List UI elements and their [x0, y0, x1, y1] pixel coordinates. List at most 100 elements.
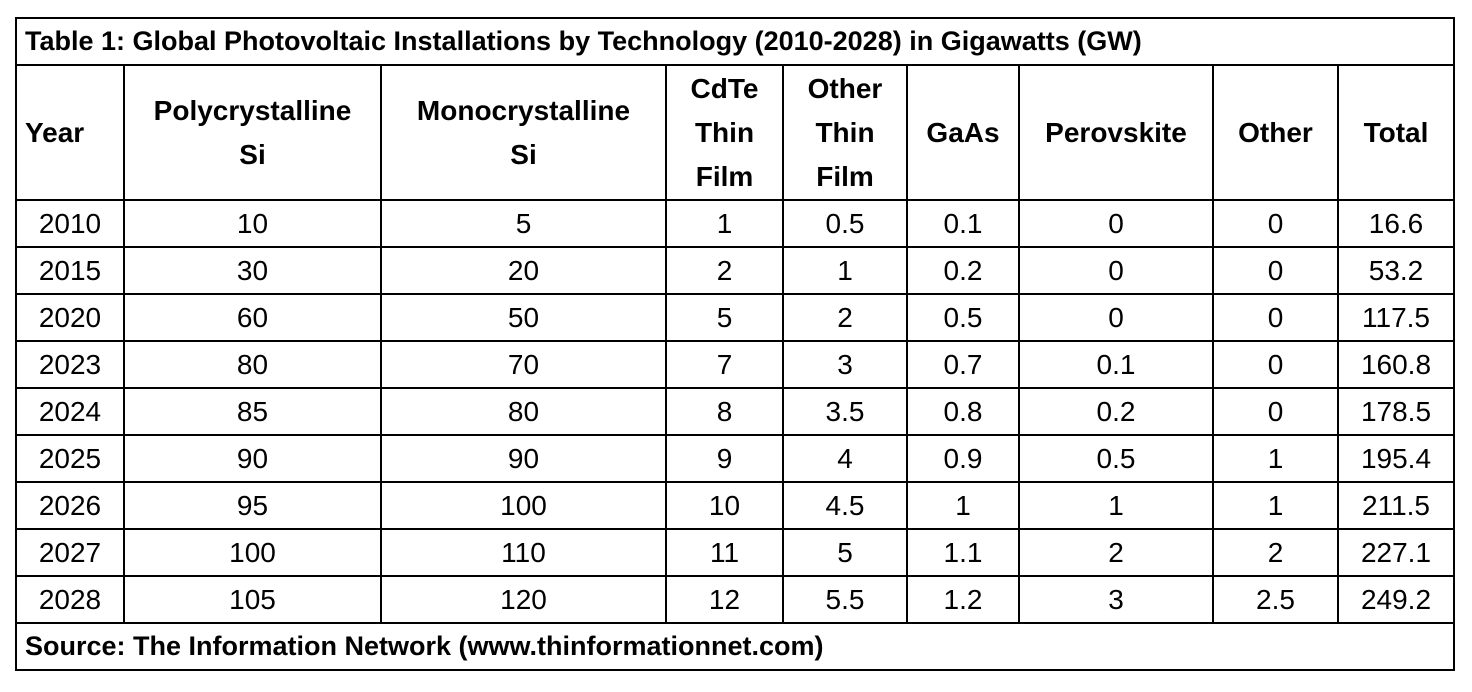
cell: 0.5	[782, 199, 908, 248]
cell: 2025	[15, 434, 125, 483]
cell: 80	[380, 387, 667, 436]
cell: 2015	[15, 246, 125, 295]
header-line: Film	[816, 160, 874, 192]
cell: 3	[1018, 575, 1214, 624]
data-row: 2028 105 120 12 5.5 1.2 3 2.5 249.2	[15, 575, 1455, 624]
table-body: 2010 10 5 1 0.5 0.1 0 0 16.6 2015 30 20 2 1 0.2 0 0 53.2 2…	[15, 199, 1455, 624]
cell: 2	[1018, 528, 1214, 577]
cell: 0.7	[906, 340, 1020, 389]
data-row: 2020 60 50 5 2 0.5 0 0 117.5	[15, 293, 1455, 342]
data-row: 2023 80 70 7 3 0.7 0.1 0 160.8	[15, 340, 1455, 389]
cell: 4	[782, 434, 908, 483]
header-line: Thin	[815, 116, 875, 148]
data-row: 2024 85 80 8 3.5 0.8 0.2 0 178.5	[15, 387, 1455, 436]
cell: 0	[1212, 293, 1339, 342]
column-header: Other	[1212, 64, 1339, 201]
column-header: Total	[1337, 64, 1455, 201]
cell: 3.5	[782, 387, 908, 436]
cell: 30	[123, 246, 382, 295]
cell: 0.5	[906, 293, 1020, 342]
cell: 2	[782, 293, 908, 342]
header-line: Other	[1238, 116, 1313, 148]
cell: 0	[1018, 246, 1214, 295]
cell: 120	[380, 575, 667, 624]
cell: 70	[380, 340, 667, 389]
header-line: Perovskite	[1045, 116, 1187, 148]
cell: 1	[665, 199, 784, 248]
cell: 1	[782, 246, 908, 295]
header-line: Total	[1363, 116, 1429, 148]
header-line: Year	[25, 116, 85, 148]
cell: 117.5	[1337, 293, 1455, 342]
cell: 9	[665, 434, 784, 483]
cell: 12	[665, 575, 784, 624]
cell: 16.6	[1337, 199, 1455, 248]
cell: 53.2	[1337, 246, 1455, 295]
cell: 249.2	[1337, 575, 1455, 624]
cell: 195.4	[1337, 434, 1455, 483]
cell: 100	[123, 528, 382, 577]
cell: 0.9	[906, 434, 1020, 483]
column-header: Polycrystalline Si	[123, 64, 382, 201]
cell: 0.8	[906, 387, 1020, 436]
source-note: Source: The Information Network (www.thi…	[15, 622, 1455, 671]
cell: 2.5	[1212, 575, 1339, 624]
cell: 2027	[15, 528, 125, 577]
data-table: Table 1: Global Photovoltaic Installatio…	[15, 17, 1455, 671]
data-row: 2025 90 90 9 4 0.9 0.5 1 195.4	[15, 434, 1455, 483]
cell: 8	[665, 387, 784, 436]
header-line: Si	[239, 138, 266, 170]
cell: 50	[380, 293, 667, 342]
column-header: CdTe Thin Film	[665, 64, 784, 201]
cell: 2028	[15, 575, 125, 624]
cell: 1	[906, 481, 1020, 530]
cell: 160.8	[1337, 340, 1455, 389]
header-line: GaAs	[926, 116, 1000, 148]
cell: 0	[1212, 246, 1339, 295]
cell: 1	[1212, 481, 1339, 530]
cell: 0	[1212, 387, 1339, 436]
cell: 10	[123, 199, 382, 248]
cell: 1	[1018, 481, 1214, 530]
header-line: Other	[807, 72, 883, 104]
cell: 105	[123, 575, 382, 624]
data-row: 2027 100 110 11 5 1.1 2 2 227.1	[15, 528, 1455, 577]
cell: 85	[123, 387, 382, 436]
cell: 11	[665, 528, 784, 577]
cell: 1.1	[906, 528, 1020, 577]
cell: 0.1	[1018, 340, 1214, 389]
cell: 20	[380, 246, 667, 295]
cell: 0	[1018, 199, 1214, 248]
cell: 211.5	[1337, 481, 1455, 530]
title-row: Table 1: Global Photovoltaic Installatio…	[15, 17, 1455, 66]
table-title: Table 1: Global Photovoltaic Installatio…	[15, 17, 1455, 66]
cell: 10	[665, 481, 784, 530]
column-header: Other Thin Film	[782, 64, 908, 201]
header-row: Year Polycrystalline Si Monocrystalline Si Cd…	[15, 64, 1455, 201]
column-header: Monocrystalline Si	[380, 64, 667, 201]
cell: 5	[782, 528, 908, 577]
cell: 7	[665, 340, 784, 389]
cell: 90	[380, 434, 667, 483]
source-row: Source: The Information Network (www.thi…	[15, 622, 1455, 671]
column-header: GaAs	[906, 64, 1020, 201]
cell: 3	[782, 340, 908, 389]
cell: 227.1	[1337, 528, 1455, 577]
cell: 80	[123, 340, 382, 389]
cell: 0.1	[906, 199, 1020, 248]
header-line: Monocrystalline	[416, 94, 631, 126]
cell: 100	[380, 481, 667, 530]
cell: 95	[123, 481, 382, 530]
data-row: 2015 30 20 2 1 0.2 0 0 53.2	[15, 246, 1455, 295]
data-row: 2010 10 5 1 0.5 0.1 0 0 16.6	[15, 199, 1455, 248]
cell: 2	[665, 246, 784, 295]
cell: 2010	[15, 199, 125, 248]
header-line: CdTe	[690, 72, 759, 104]
cell: 2024	[15, 387, 125, 436]
cell: 2020	[15, 293, 125, 342]
cell: 110	[380, 528, 667, 577]
cell: 0.2	[1018, 387, 1214, 436]
cell: 5.5	[782, 575, 908, 624]
cell: 2	[1212, 528, 1339, 577]
